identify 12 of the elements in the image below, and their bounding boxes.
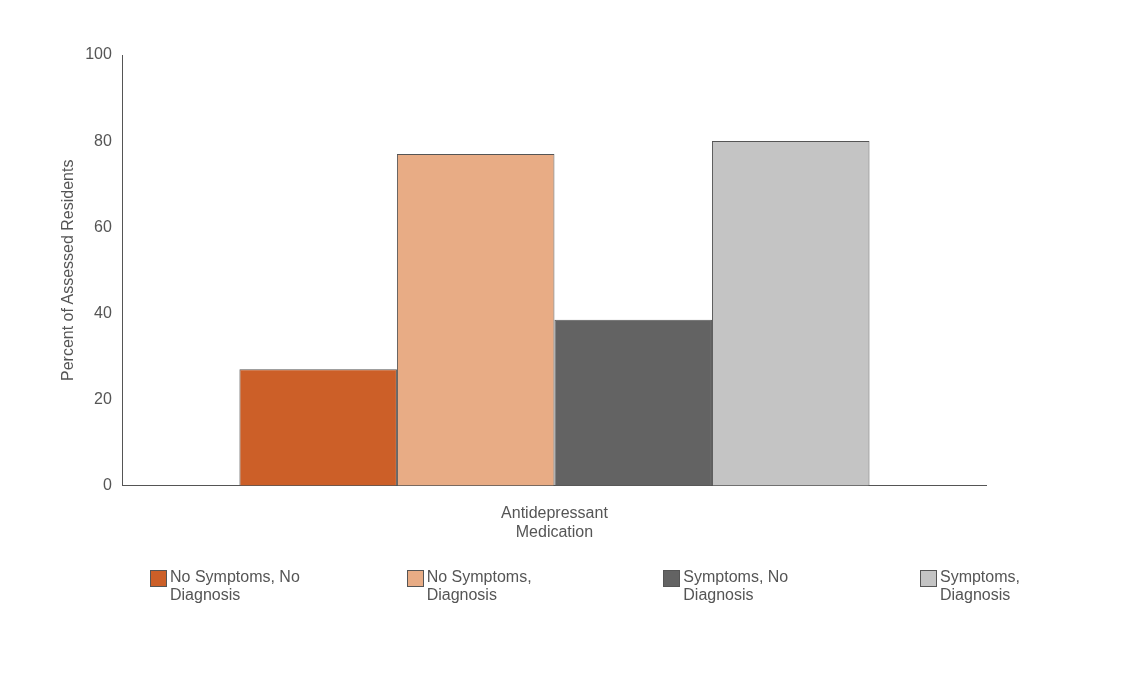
- legend-label: No Symptoms, Diagnosis: [426, 568, 533, 604]
- legend-label: Symptoms, No Diagnosis: [683, 568, 790, 604]
- y-tick-label: 0: [102, 476, 112, 494]
- x-tick-label: Antidepressant Medication: [501, 503, 609, 540]
- legend-label: No Symptoms, No Diagnosis: [170, 568, 300, 604]
- y-tick-label: 60: [94, 217, 112, 235]
- y-axis-title: Percent of Assessed Residents: [59, 159, 77, 382]
- y-tick-label: 80: [94, 131, 112, 149]
- y-tick-label: 100: [85, 45, 112, 63]
- legend-label: Symptoms, Diagnosis: [939, 568, 1021, 604]
- y-tick-label: 20: [94, 389, 112, 407]
- y-tick-label: 40: [94, 303, 112, 321]
